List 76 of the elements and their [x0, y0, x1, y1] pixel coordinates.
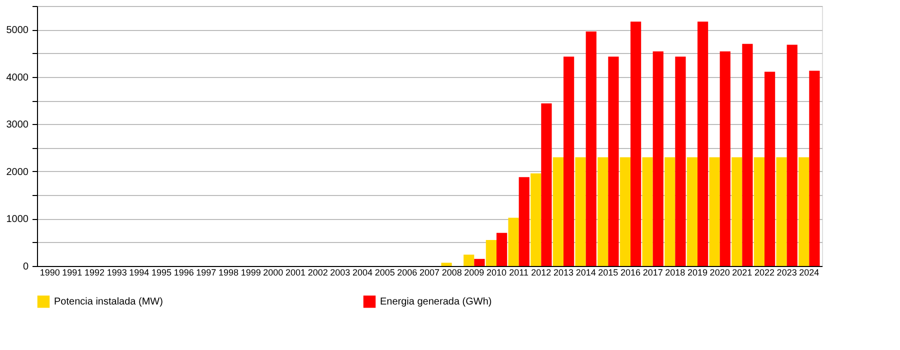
bar [697, 22, 708, 266]
legend-label: Potencia instalada (MW) [54, 296, 163, 308]
x-tick-label: 2007 [419, 268, 440, 278]
x-tick-label: 2014 [576, 268, 596, 278]
x-tick-label: 2010 [486, 268, 507, 278]
x-tick-label: 2015 [598, 268, 618, 278]
x-tick-label: 2018 [665, 268, 686, 278]
bar [496, 232, 508, 266]
x-tick-label: 1991 [62, 268, 82, 278]
bar [486, 240, 496, 266]
y-tick-label: 3000 [6, 120, 29, 131]
bar [620, 157, 630, 266]
x-tick-label: 2021 [732, 268, 752, 278]
x-tick-label: 1990 [40, 268, 60, 278]
bar [652, 51, 664, 266]
bar [508, 218, 519, 266]
bar [764, 72, 776, 266]
x-tick-label: 1992 [84, 268, 105, 278]
bar [575, 157, 586, 266]
x-tick-label: 2016 [620, 268, 641, 278]
y-tick-label: 1000 [6, 214, 29, 226]
x-tick-label: 2020 [710, 268, 730, 278]
x-tick-label: 2002 [308, 268, 328, 278]
bar [786, 44, 798, 266]
x-tick-label: 1998 [218, 268, 239, 278]
bar [464, 254, 474, 266]
bar [441, 262, 452, 266]
x-tick-label: 1996 [174, 268, 194, 278]
x-tick-label: 2012 [531, 268, 552, 278]
bar [732, 157, 742, 266]
x-tick-label: 1995 [151, 268, 172, 278]
y-tick-label: 5000 [6, 25, 29, 36]
bar [518, 177, 530, 266]
x-tick-label: 1997 [196, 268, 216, 278]
x-tick-label: 2011 [509, 268, 529, 278]
bar [798, 157, 810, 266]
bar [809, 70, 820, 266]
y-tick-label: 0 [22, 262, 29, 272]
bar [586, 32, 596, 266]
x-tick-label: 1994 [129, 268, 150, 278]
bar [552, 157, 564, 266]
x-tick-label: 2005 [374, 268, 395, 278]
x-tick-label: 2003 [330, 268, 350, 278]
bar [686, 157, 698, 266]
x-tick-label: 2024 [799, 268, 820, 278]
bar [530, 173, 542, 266]
x-tick-label: 2000 [263, 268, 284, 278]
y-tick-label: 4000 [6, 72, 29, 84]
x-tick-label: 2008 [442, 268, 462, 278]
bar [642, 157, 653, 266]
bar [630, 22, 642, 266]
bar [598, 157, 608, 266]
bar [608, 56, 619, 266]
bar [754, 157, 764, 266]
legend-label: Energia generada (GWh) [380, 296, 492, 308]
x-tick-label: 2023 [776, 268, 797, 278]
bar [664, 157, 676, 266]
bar [474, 258, 485, 266]
x-tick-label: 2019 [687, 268, 708, 278]
x-tick-label: 2006 [397, 268, 418, 278]
x-tick-label: 2009 [464, 268, 484, 278]
bar [709, 157, 720, 266]
x-tick-label: 2001 [285, 268, 306, 278]
bar [776, 157, 787, 266]
x-tick-label: 1993 [106, 268, 127, 278]
x-tick-label: 1999 [240, 268, 261, 278]
x-tick-label: 2013 [553, 268, 574, 278]
x-tick-label: 2017 [642, 268, 663, 278]
bar [541, 103, 552, 266]
x-tick-label: 2022 [754, 268, 775, 278]
bar [742, 44, 753, 266]
bar [563, 56, 574, 266]
bar [675, 56, 686, 266]
bar [720, 51, 730, 266]
y-tick-label: 2000 [6, 166, 29, 178]
x-tick-label: 2004 [352, 268, 373, 278]
